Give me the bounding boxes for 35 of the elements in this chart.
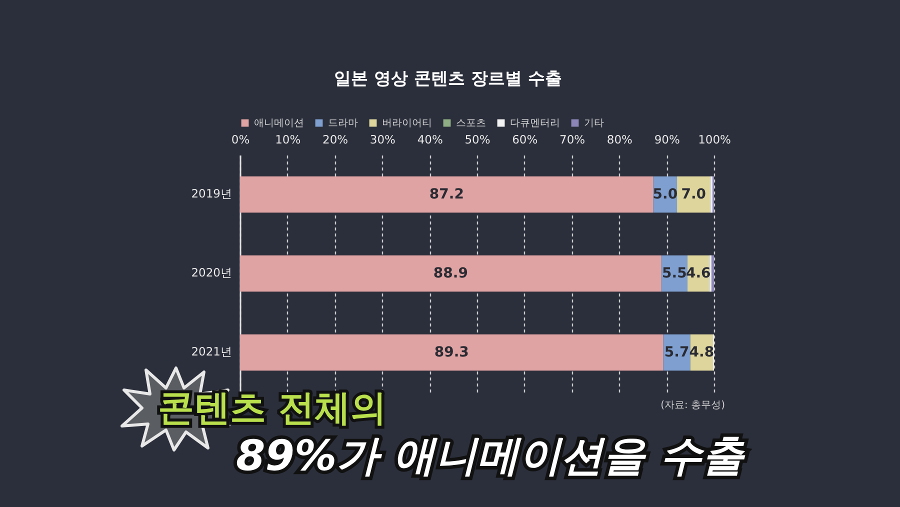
- data-label: 87.2: [429, 186, 464, 202]
- x-tick-label: 20%: [322, 132, 348, 146]
- bar: [240, 334, 664, 371]
- x-tick-label: 70%: [560, 132, 586, 146]
- bar: [240, 255, 662, 292]
- legend-label: 드라마: [328, 118, 358, 129]
- x-tick-label: 30%: [370, 132, 396, 146]
- legend-label: 애니메이션: [254, 118, 304, 129]
- x-tick-label: 100%: [698, 132, 732, 146]
- x-tick-label: 10%: [275, 132, 301, 146]
- data-label: 5.5: [662, 266, 687, 282]
- x-tick-label: 0%: [231, 132, 250, 146]
- x-tick-label: 80%: [606, 132, 633, 146]
- data-label: 5.0: [652, 186, 678, 202]
- y-tick-label: 2019년: [191, 186, 232, 200]
- x-tick-label: 60%: [512, 132, 538, 146]
- data-label: 5.7: [664, 344, 690, 360]
- data-label: 4.8: [689, 344, 714, 360]
- data-label: 89.3: [434, 344, 469, 360]
- text: 89%가 애니메이션을 수출: [236, 430, 744, 482]
- x-tick-label: 50%: [464, 132, 490, 146]
- text: (자료: 총무성): [660, 399, 725, 412]
- data-label: 88.9: [433, 266, 468, 282]
- x-tick-label: 40%: [417, 132, 443, 146]
- bar: [240, 176, 654, 213]
- x-tick-label: 90%: [654, 132, 680, 146]
- legend-label: 기타: [584, 118, 604, 129]
- legend-label: 스포츠: [456, 118, 486, 129]
- chart-title: 일본 영상 콘텐츠 장르별 수출: [334, 69, 562, 89]
- data-label: 7.0: [681, 186, 706, 202]
- y-tick-label: 2020년: [191, 266, 232, 280]
- legend-label: 버라이어티: [382, 118, 432, 129]
- legend-label: 다큐멘터리: [510, 118, 560, 129]
- data-label: 4.6: [686, 266, 711, 282]
- y-tick-label: 2021년: [191, 344, 232, 358]
